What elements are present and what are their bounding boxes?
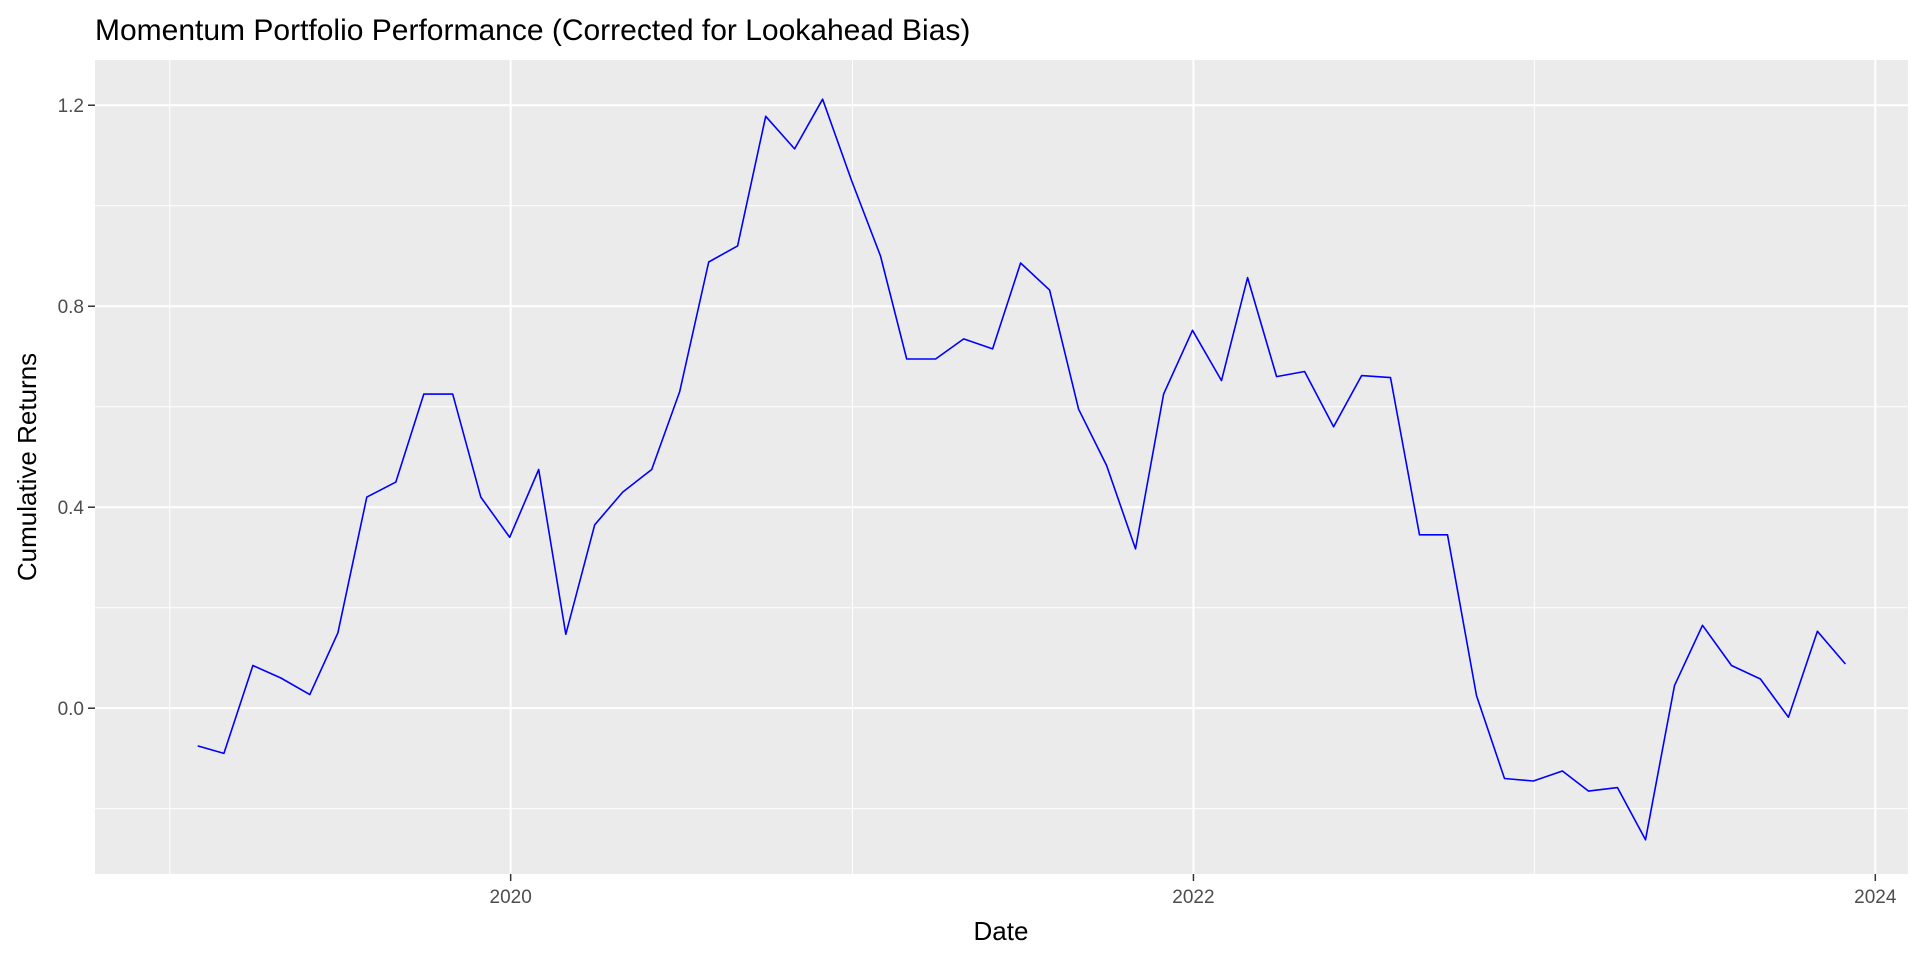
minor-gridlines [95,60,1908,874]
tick-labels: 2020 2022 2024 0.0 0.4 0.8 1.2 [58,96,1897,908]
x-axis-title: Date [974,916,1029,946]
x-tick-label: 2024 [1854,887,1897,908]
plot-panel [95,60,1908,874]
y-tick-label: 0.4 [58,498,85,519]
y-tick-label: 0.8 [58,297,84,318]
axis-ticks [88,104,1877,881]
y-tick-label: 0.0 [58,699,84,720]
major-gridlines [95,60,1908,874]
x-tick-label: 2020 [490,887,532,908]
chart-title: Momentum Portfolio Performance (Correcte… [95,14,970,47]
x-tick-label: 2022 [1172,887,1214,908]
series-line [197,98,1847,841]
y-axis-title: Cumulative Returns [12,353,42,581]
series-layer [197,98,1847,841]
y-tick-label: 1.2 [58,96,84,117]
